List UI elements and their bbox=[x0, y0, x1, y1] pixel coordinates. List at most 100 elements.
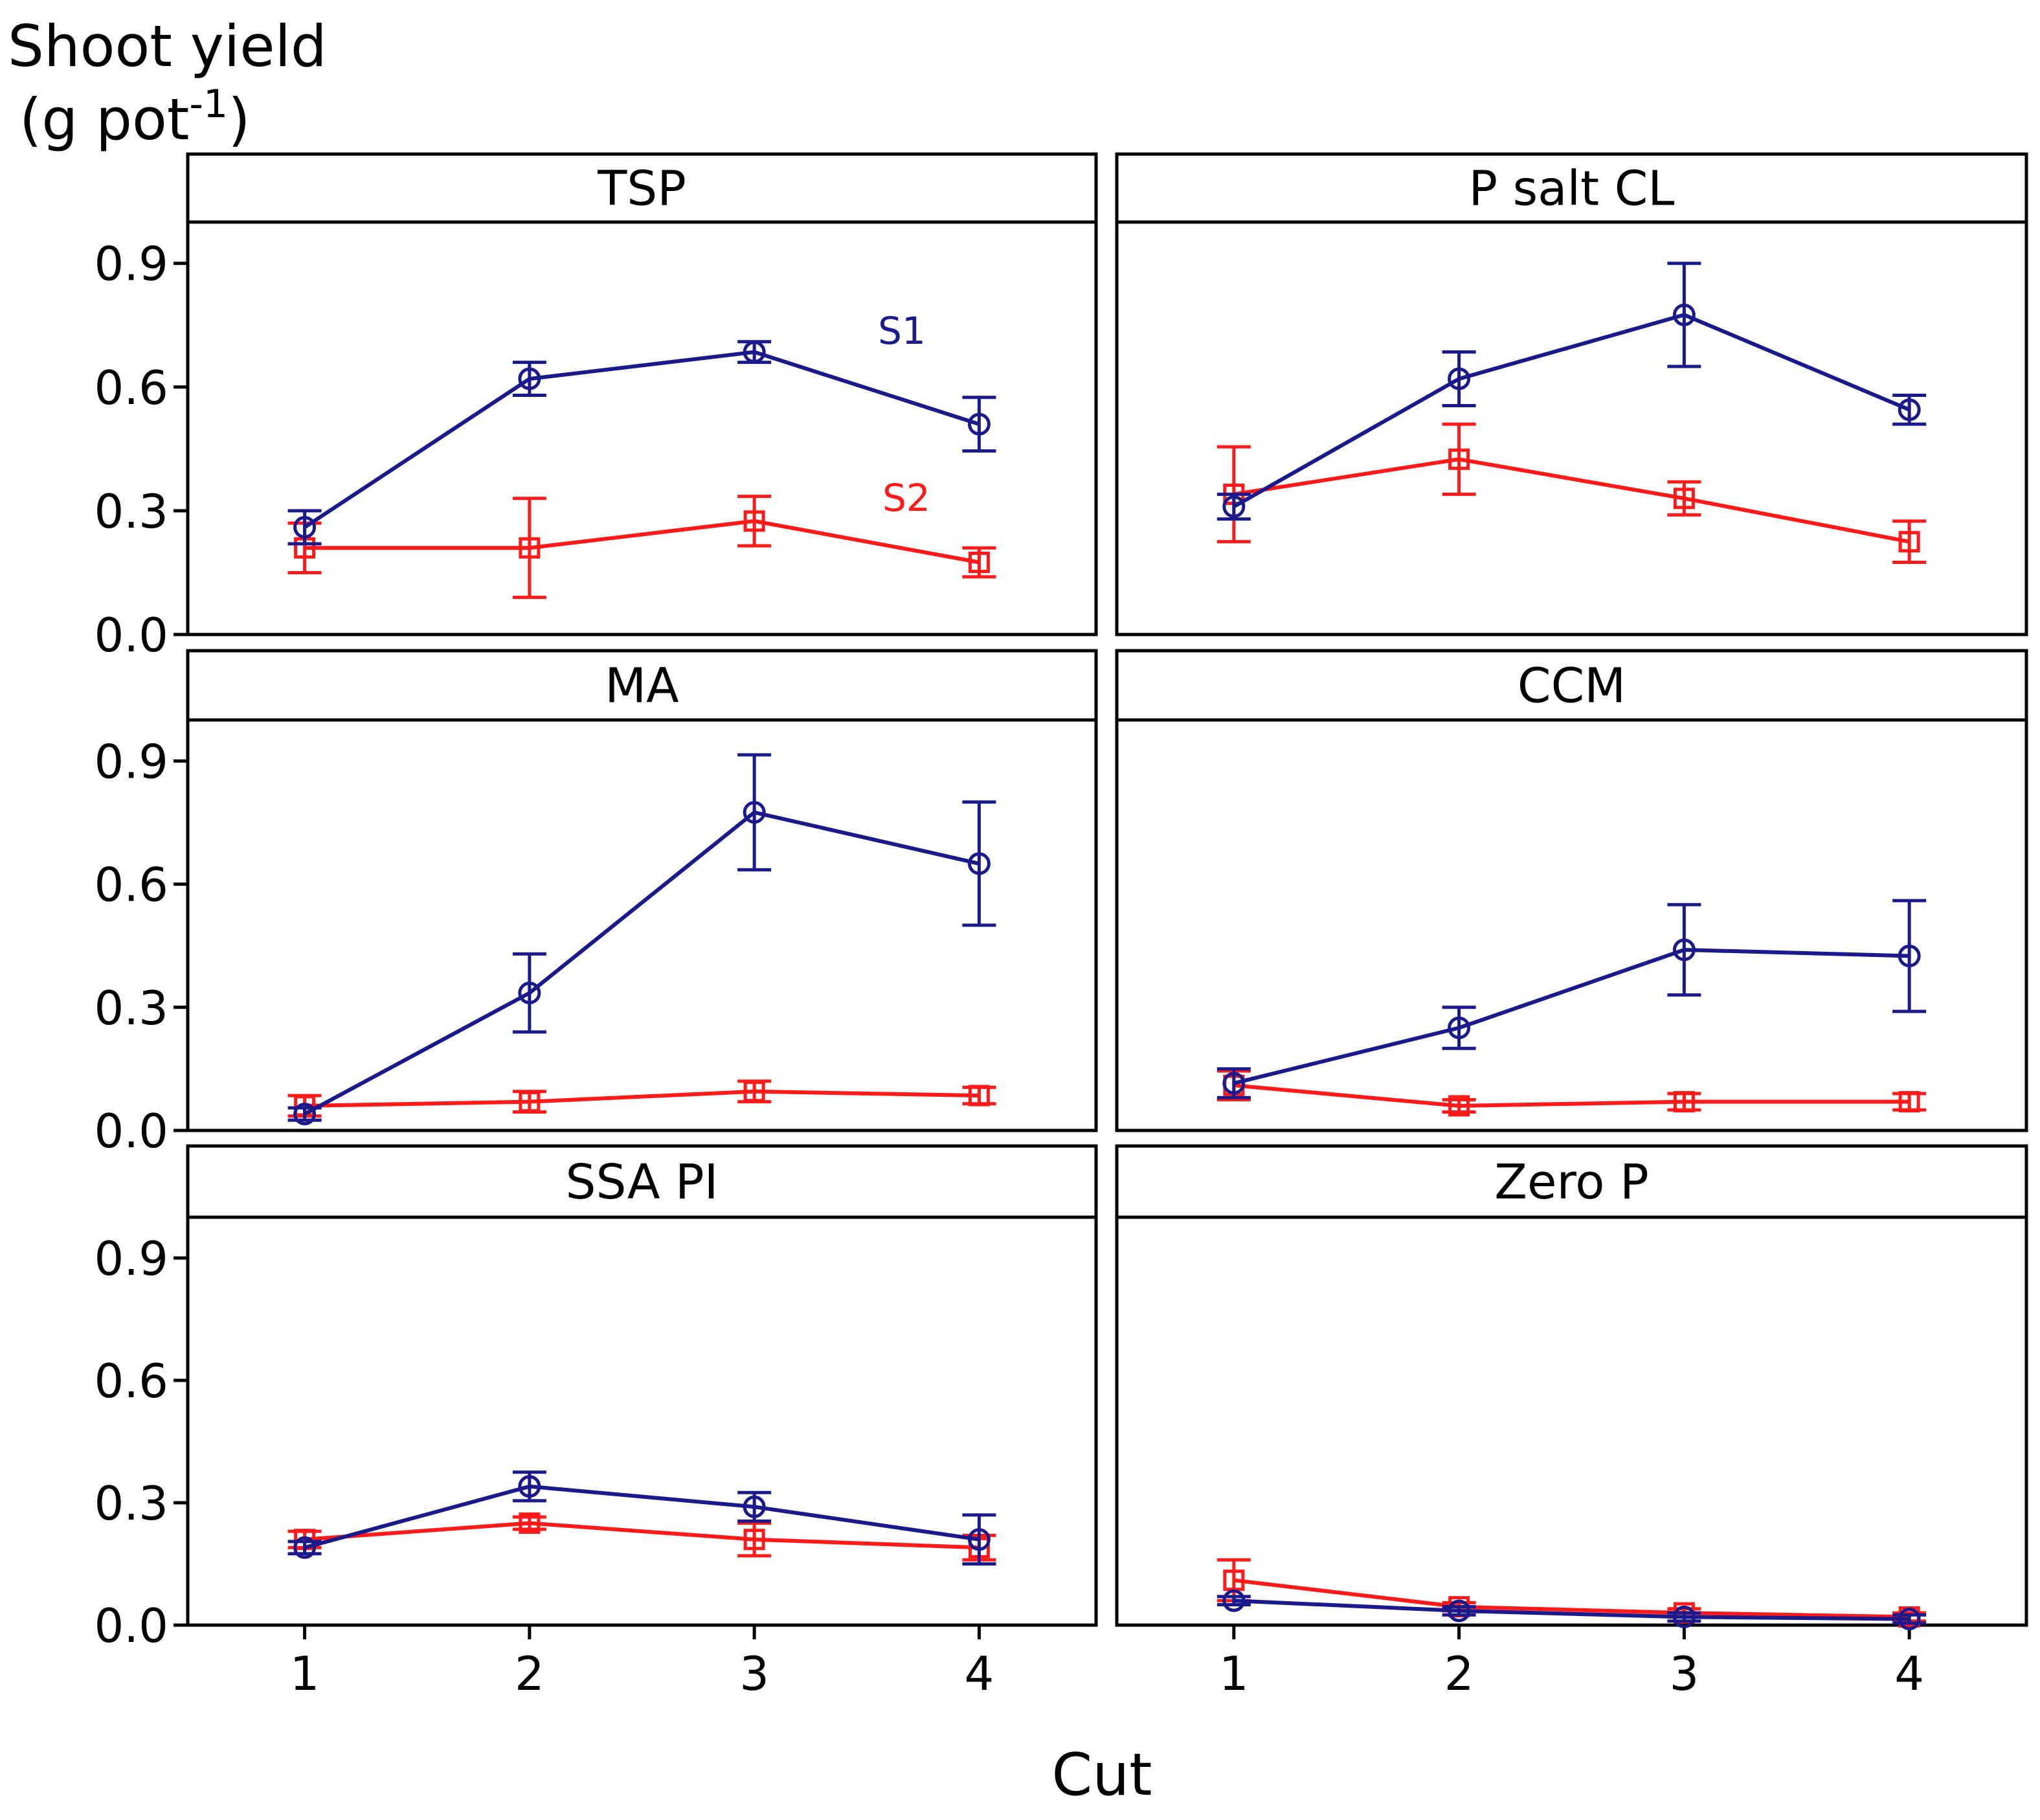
y-tick-label: 0.9 bbox=[94, 1231, 168, 1286]
data-point-s2 bbox=[519, 1091, 541, 1113]
panel-strip-ccm bbox=[1115, 649, 2028, 722]
data-point-s1 bbox=[743, 1495, 766, 1518]
panel-strip-p-salt-cl bbox=[1115, 152, 2028, 224]
data-point-s1 bbox=[743, 341, 766, 364]
y-tick-label: 0.3 bbox=[94, 1476, 168, 1531]
series-annotation-s1: S1 bbox=[878, 309, 926, 353]
data-point-s1 bbox=[1898, 398, 1921, 421]
panel-frame-ma bbox=[186, 718, 1098, 1132]
data-point-s2 bbox=[743, 1529, 765, 1551]
error-bar bbox=[1442, 1605, 1476, 1617]
error-bar bbox=[1216, 1595, 1251, 1606]
panel-ccm: CCM bbox=[1115, 649, 2028, 1132]
x-tick-label: 2 bbox=[515, 1646, 544, 1701]
series-line-s1 bbox=[1233, 947, 1910, 1086]
series-line-s2 bbox=[1233, 457, 1910, 544]
x-tick-label: 3 bbox=[739, 1646, 769, 1701]
x-tick-label: 1 bbox=[290, 1646, 320, 1701]
y-tick-label: 0.6 bbox=[94, 858, 168, 912]
data-point-s2 bbox=[1898, 531, 1920, 553]
y-tick-label: 0.6 bbox=[94, 1354, 168, 1408]
data-point-s1 bbox=[1222, 1589, 1246, 1612]
y-tick-label: 0.6 bbox=[94, 361, 168, 415]
data-point-s1 bbox=[1898, 1608, 1921, 1631]
series-line-s1 bbox=[304, 810, 980, 1116]
x-tick-label: 4 bbox=[965, 1646, 994, 1701]
y-tick-label: 0.3 bbox=[94, 484, 168, 539]
panel-frame-p-salt-cl bbox=[1115, 220, 2028, 636]
y-tick-label: 0.3 bbox=[94, 981, 168, 1035]
panel-title-tsp: TSP bbox=[597, 161, 686, 217]
error-bar bbox=[1667, 903, 1701, 997]
x-tick-label: 2 bbox=[1444, 1646, 1474, 1701]
panel-frame-ccm bbox=[1115, 718, 2028, 1132]
y-tick-label: 0.0 bbox=[94, 608, 168, 662]
data-point-s1 bbox=[967, 412, 991, 436]
series-line-s1 bbox=[303, 350, 980, 529]
panel-ma: MA 0.0 0.3 0.6 0.9 bbox=[94, 649, 1098, 1158]
data-point-s1 bbox=[1672, 1605, 1696, 1628]
y-axis-title-line2: (g pot-1) bbox=[19, 82, 251, 153]
error-bar bbox=[1892, 1613, 1927, 1625]
panels-layer: TSP 0.0 0.3 0.6 0.9 S1 S2 P salt CL MA 0.0 0.3 0.6 0… bbox=[94, 152, 2028, 1701]
data-point-s1 bbox=[1672, 938, 1696, 961]
series-s1 bbox=[287, 1470, 996, 1566]
error-bar bbox=[1442, 350, 1476, 407]
data-point-s2 bbox=[1673, 1091, 1695, 1113]
data-point-s1 bbox=[518, 1475, 541, 1498]
error-bar bbox=[962, 800, 996, 927]
error-bar bbox=[1667, 480, 1701, 517]
data-point-s2 bbox=[1448, 448, 1470, 470]
series-line-s2 bbox=[304, 519, 980, 565]
error-bar bbox=[737, 495, 772, 548]
panel-frame-tsp bbox=[186, 220, 1098, 636]
series-s1 bbox=[287, 753, 996, 1126]
y-tick-label: 0.9 bbox=[94, 237, 168, 291]
series-s2 bbox=[287, 1079, 996, 1118]
series-line-s2 bbox=[304, 1521, 980, 1550]
series-line-s2 bbox=[1233, 1578, 1910, 1619]
error-bar bbox=[1442, 422, 1476, 496]
error-bar bbox=[1667, 262, 1701, 368]
series-annotation-s2: S2 bbox=[882, 476, 930, 520]
y-tick-label: 0.0 bbox=[94, 1104, 168, 1158]
panel-title-p-salt-cl: P salt CL bbox=[1468, 161, 1674, 217]
panel-p-salt-cl: P salt CL bbox=[1115, 152, 2028, 636]
y-tick-label: 0.9 bbox=[94, 734, 168, 789]
data-point-s1 bbox=[743, 801, 766, 824]
x-tick-label: 1 bbox=[1219, 1646, 1249, 1701]
panel-ssa-pi: SSA PI 0.0 0.3 0.6 0.9 1 2 3 4 bbox=[94, 1144, 1098, 1701]
y-axis-title-unit: (g pot bbox=[19, 86, 189, 153]
data-point-s1 bbox=[293, 1103, 317, 1126]
error-bar bbox=[512, 1515, 546, 1531]
data-point-s2 bbox=[743, 1081, 765, 1103]
error-bar bbox=[1892, 899, 1927, 1013]
data-point-s1 bbox=[518, 982, 541, 1005]
error-bar bbox=[512, 952, 546, 1034]
data-point-s1 bbox=[967, 1528, 991, 1551]
data-point-s1 bbox=[1448, 1017, 1471, 1039]
data-point-s1 bbox=[1672, 303, 1696, 326]
data-point-s1 bbox=[1222, 1072, 1246, 1095]
data-point-s2 bbox=[1673, 488, 1695, 510]
data-point-s1 bbox=[293, 515, 317, 539]
data-point-s1 bbox=[293, 1536, 317, 1559]
error-bar bbox=[1892, 519, 1927, 565]
panel-title-ccm: CCM bbox=[1518, 658, 1626, 714]
data-point-s2 bbox=[743, 510, 765, 532]
y-axis-title-superscript: -1 bbox=[189, 82, 228, 127]
data-point-s1 bbox=[1222, 495, 1246, 519]
panel-frame-ssa-pi bbox=[186, 1215, 1098, 1627]
error-bar bbox=[287, 1540, 322, 1556]
series-line-s1 bbox=[1233, 1599, 1910, 1621]
error-bar bbox=[1667, 1611, 1701, 1623]
data-point-s2 bbox=[1448, 1095, 1470, 1117]
data-point-s1 bbox=[1898, 945, 1921, 968]
series-s2 bbox=[287, 495, 996, 600]
data-point-s1 bbox=[967, 852, 991, 875]
error-bar bbox=[962, 396, 996, 453]
series-s1 bbox=[287, 340, 996, 546]
data-point-s1 bbox=[1448, 1599, 1471, 1623]
